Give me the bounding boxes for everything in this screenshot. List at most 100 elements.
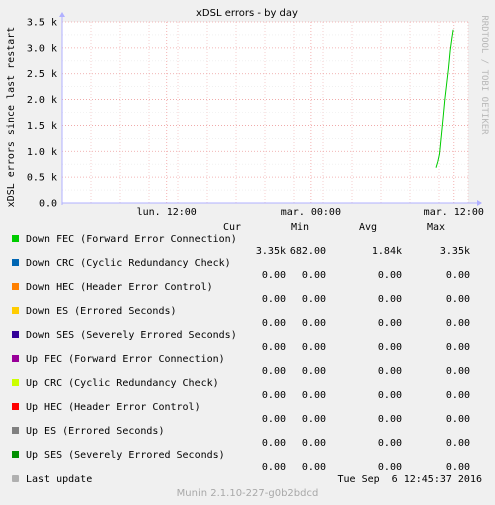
y-tick-label: 1.0 k (27, 147, 57, 158)
x-tick-label: lun. 12:00 (137, 207, 197, 218)
legend-label: Up SES (Severely Errored Seconds) (26, 450, 225, 461)
legend-item: Up CRC (Cyclic Redundancy Check) (12, 378, 219, 390)
legend-header-cur: Cur (223, 222, 242, 233)
legend-value-avg: 0.00 (377, 438, 402, 449)
legend-swatch (12, 355, 19, 362)
legend-value-cur: 0.00 (261, 342, 286, 353)
x-axis-arrow (477, 200, 482, 206)
y-axis-arrow (59, 12, 65, 17)
legend-swatch (12, 283, 19, 290)
legend-value-avg: 0.00 (377, 270, 402, 281)
series-line (435, 29, 454, 168)
last-update-text: Last update (26, 474, 93, 485)
legend-header-min: Min (291, 222, 310, 233)
legend-swatch (12, 451, 19, 458)
legend-value-max: 0.00 (445, 342, 470, 353)
legend-value-min: 0.00 (301, 462, 326, 473)
legend-value-min: 0.00 (301, 342, 326, 353)
legend-value-max: 0.00 (445, 366, 470, 377)
legend-value-avg: 0.00 (377, 366, 402, 377)
y-tick-label: 0.0 (39, 199, 57, 210)
legend-label: Down ES (Errored Seconds) (26, 306, 177, 317)
legend-value-avg: 0.00 (377, 318, 402, 329)
legend-value-avg: 0.00 (377, 390, 402, 401)
y-tick-label: 3.5 k (27, 18, 57, 29)
legend-label: Down HEC (Header Error Control) (26, 282, 213, 293)
y-tick-label: 1.5 k (27, 121, 57, 132)
legend-value-max: 3.35k (439, 246, 470, 257)
legend-swatch (12, 259, 19, 266)
legend-swatch (12, 307, 19, 314)
legend-value-cur: 0.00 (261, 390, 286, 401)
legend-value-max: 0.00 (445, 462, 470, 473)
legend-value-cur: 0.00 (261, 318, 286, 329)
legend-value-max: 0.00 (445, 438, 470, 449)
legend-value-min: 0.00 (301, 366, 326, 377)
legend-item: Up SES (Severely Errored Seconds) (12, 450, 225, 462)
x-tick-labels: lun. 12:00 mar. 00:00 mar. 12:00 (137, 207, 484, 218)
legend-value-max: 0.00 (445, 318, 470, 329)
legend-value-min: 0.00 (301, 414, 326, 425)
legend-value-cur: 0.00 (261, 294, 286, 305)
series-lines (435, 29, 454, 168)
legend-label: Up FEC (Forward Error Connection) (26, 354, 225, 365)
chart: 0.0 0.5 k 1.0 k 1.5 k 2.0 k 2.5 k 3.0 k 3.5 k l… (6, 8, 489, 218)
legend-swatch (12, 379, 19, 386)
legend-value-avg: 0.00 (377, 414, 402, 425)
legend-value-avg: 0.00 (377, 342, 402, 353)
axes (59, 12, 482, 206)
y-tick-label: 2.0 k (27, 95, 57, 106)
legend-value-cur: 0.00 (261, 270, 286, 281)
y-tick-label: 3.0 k (27, 43, 57, 54)
legend-value-min: 0.00 (301, 318, 326, 329)
legend-label: Up CRC (Cyclic Redundancy Check) (26, 378, 219, 389)
legend-item: Down FEC (Forward Error Connection) (12, 234, 237, 246)
legend-header-max: Max (427, 222, 446, 233)
legend-value-avg: 0.00 (377, 462, 402, 473)
rrdtool-watermark: RRDTOOL / TOBI OETIKER (479, 15, 489, 135)
x-tick-label: mar. 00:00 (281, 207, 341, 218)
munin-version-footer: Munin 2.1.10-227-g0b2bdcd (176, 488, 319, 499)
last-update-value: Tue Sep 6 12:45:37 2016 (337, 474, 483, 485)
last-update-icon (12, 475, 19, 482)
legend-label: Down CRC (Cyclic Redundancy Check) (26, 258, 231, 269)
legend-header-avg: Avg (359, 222, 378, 233)
legend-item: Up HEC (Header Error Control) (12, 402, 201, 414)
legend-value-min: 682.00 (289, 246, 326, 257)
grid (62, 21, 469, 203)
legend-item: Down SES (Severely Errored Seconds) (12, 330, 237, 342)
legend-label: Down FEC (Forward Error Connection) (26, 234, 237, 245)
legend-value-min: 0.00 (301, 294, 326, 305)
y-tick-label: 0.5 k (27, 173, 57, 184)
legend-item: Down HEC (Header Error Control) (12, 282, 213, 294)
legend-swatch (12, 235, 19, 242)
legend-label: Down SES (Severely Errored Seconds) (26, 330, 237, 341)
legend-label: Up HEC (Header Error Control) (26, 402, 201, 413)
legend-value-min: 0.00 (301, 270, 326, 281)
legend-swatch (12, 331, 19, 338)
legend-value-min: 0.00 (301, 438, 326, 449)
legend-value-min: 0.00 (301, 390, 326, 401)
legend-value-cur: 0.00 (261, 438, 286, 449)
legend-swatch (12, 403, 19, 410)
y-axis-label: xDSL errors since last restart (6, 27, 17, 208)
x-tick-label: mar. 12:00 (424, 207, 484, 218)
legend-value-max: 0.00 (445, 294, 470, 305)
legend-value-cur: 0.00 (261, 462, 286, 473)
legend-value-avg: 0.00 (377, 294, 402, 305)
chart-title: xDSL errors - by day (196, 8, 298, 19)
legend-item: Down CRC (Cyclic Redundancy Check) (12, 258, 231, 270)
legend-value-cur: 0.00 (261, 366, 286, 377)
legend-item: Up ES (Errored Seconds) (12, 426, 164, 438)
legend-value-avg: 1.84k (371, 246, 402, 257)
legend-value-cur: 0.00 (261, 414, 286, 425)
legend-label: Up ES (Errored Seconds) (26, 426, 165, 437)
legend-item: Down ES (Errored Seconds) (12, 306, 177, 318)
legend-value-max: 0.00 (445, 390, 470, 401)
y-tick-label: 2.5 k (27, 69, 57, 80)
last-update-label: Last update (12, 474, 92, 486)
y-tick-labels: 0.0 0.5 k 1.0 k 1.5 k 2.0 k 2.5 k 3.0 k 3.5 k (27, 18, 57, 210)
legend-value-max: 0.00 (445, 270, 470, 281)
legend-swatch (12, 427, 19, 434)
legend-value-cur: 3.35k (255, 246, 286, 257)
